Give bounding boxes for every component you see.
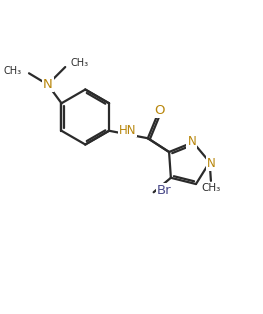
Text: N: N: [188, 135, 196, 148]
Text: O: O: [154, 104, 165, 117]
Text: Br: Br: [157, 185, 171, 198]
Text: CH₃: CH₃: [201, 183, 221, 193]
Text: CH₃: CH₃: [71, 58, 89, 68]
Text: N: N: [43, 78, 53, 91]
Text: N: N: [206, 157, 215, 170]
Text: HN: HN: [118, 123, 136, 137]
Text: CH₃: CH₃: [4, 66, 22, 76]
